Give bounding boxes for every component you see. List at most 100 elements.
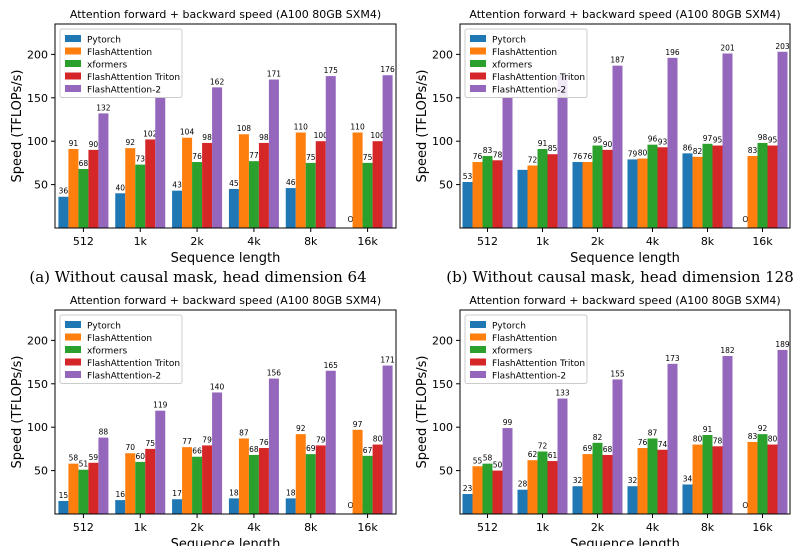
data-label: 165 (324, 361, 339, 370)
bar-flashattention (68, 149, 79, 228)
y-tick-label: 200 (27, 334, 48, 347)
legend-entry: xformers (87, 347, 128, 357)
bar-xformers (248, 454, 259, 514)
x-tick-label: 512 (73, 235, 94, 248)
data-label: 59 (89, 453, 99, 462)
bar-flashattention (692, 156, 703, 228)
bar-flashattention-2 (155, 96, 166, 228)
data-label: 76 (583, 152, 593, 161)
bar-flashattention-triton (657, 147, 668, 228)
bar-flashattention-2 (212, 392, 223, 514)
data-label: 82 (693, 147, 703, 156)
bar-xformers (482, 155, 493, 228)
data-label: 34 (683, 474, 693, 483)
data-label: 175 (324, 66, 339, 75)
y-axis-label: Speed (TFLOPs/s) (10, 70, 25, 183)
legend-swatch (65, 72, 81, 80)
legend-entry: FlashAttention Triton (87, 73, 180, 83)
x-tick-label: 1k (134, 235, 148, 248)
data-label: 62 (528, 450, 538, 459)
data-label: 53 (463, 172, 473, 181)
legend-swatch (470, 358, 486, 366)
bar-flashattention-2 (98, 113, 109, 228)
plot-frame (54, 23, 397, 229)
legend-box (464, 314, 588, 384)
data-label: 108 (237, 124, 252, 133)
bar-xformers (537, 149, 548, 228)
data-label: 91 (703, 425, 713, 434)
data-label: 173 (665, 354, 680, 363)
bar-flashattention (582, 162, 593, 228)
bar-flashattention-2 (325, 370, 336, 514)
bar-flashattention (637, 158, 648, 228)
data-label: 79 (202, 435, 212, 444)
data-label: 36 (59, 187, 69, 196)
data-label: 110 (294, 123, 309, 132)
legend-box (59, 314, 183, 384)
bar-pytorch (228, 188, 239, 228)
bar-flashattention-triton (602, 454, 613, 514)
data-label: 18 (229, 488, 239, 497)
y-tick-label: 100 (27, 421, 48, 434)
bar-flashattention (68, 463, 79, 514)
bar-flashattention-2 (722, 356, 733, 514)
bar-pytorch (627, 486, 638, 514)
bar-xformers (702, 435, 713, 514)
chart-title: Attention forward + backward speed (A100… (70, 294, 381, 307)
y-tick-label: 50 (439, 179, 453, 192)
data-label: 80 (638, 149, 648, 158)
bar-flashattention-triton (88, 462, 99, 514)
y-tick-label: 150 (432, 92, 453, 105)
bar-flashattention-triton (767, 444, 778, 514)
legend-entry: FlashAttention (87, 48, 152, 58)
y-axis-label: Speed (TFLOPs/s) (415, 356, 430, 469)
data-label: 80 (373, 435, 383, 444)
bar-xformers (592, 145, 603, 228)
legend-box (59, 28, 183, 98)
chart-title: Attention forward + backward speed (A100… (469, 294, 780, 307)
data-label: 67 (363, 446, 373, 455)
bar-flashattention (582, 454, 593, 514)
chart-panel-4: Attention forward + backward speed (A100… (415, 294, 791, 550)
bar-flashattention-2 (155, 410, 166, 514)
bar-flashattention-2 (325, 76, 336, 228)
legend-swatch (470, 47, 486, 55)
y-tick-label: 150 (27, 378, 48, 391)
bar-pytorch (58, 196, 69, 228)
y-axis-label: Speed (TFLOPs/s) (415, 70, 430, 183)
bar-xformers (78, 469, 89, 514)
x-axis-label: Sequence length (171, 251, 281, 266)
x-axis-label: Sequence length (171, 537, 281, 546)
bar-flashattention-2 (722, 53, 733, 228)
legend: Pytorch FlashAttention xformers FlashAttent… (464, 28, 588, 98)
x-axis-label: Sequence length (570, 251, 680, 266)
bar-flashattention (238, 134, 249, 228)
data-label: 87 (648, 428, 658, 437)
legend-swatch (470, 346, 486, 353)
data-label: 92 (296, 424, 306, 433)
y-tick-label: 200 (27, 48, 48, 61)
bar-flashattention-triton (712, 145, 723, 228)
bar-flashattention (637, 448, 648, 514)
bar-flashattention (125, 148, 136, 228)
bar-xformers (192, 456, 203, 514)
data-label: 51 (79, 460, 89, 469)
data-label: 32 (573, 476, 583, 485)
x-tick-label: 512 (73, 521, 94, 534)
bar-xformers (305, 162, 316, 228)
bar-flashattention-triton (547, 461, 558, 514)
data-label: 40 (115, 183, 125, 192)
bar-pytorch (572, 486, 583, 514)
bar-flashattention-triton (145, 448, 156, 514)
bar-pytorch (462, 494, 473, 514)
bar-pytorch (682, 153, 693, 228)
bar-flashattention-triton (258, 142, 269, 228)
legend-swatch (65, 85, 81, 92)
y-tick-label: 100 (432, 135, 453, 148)
y-tick-label: 100 (27, 135, 48, 148)
plot-frame (459, 23, 791, 229)
data-label: 201 (720, 44, 735, 53)
bar-flashattention-2 (268, 378, 279, 514)
